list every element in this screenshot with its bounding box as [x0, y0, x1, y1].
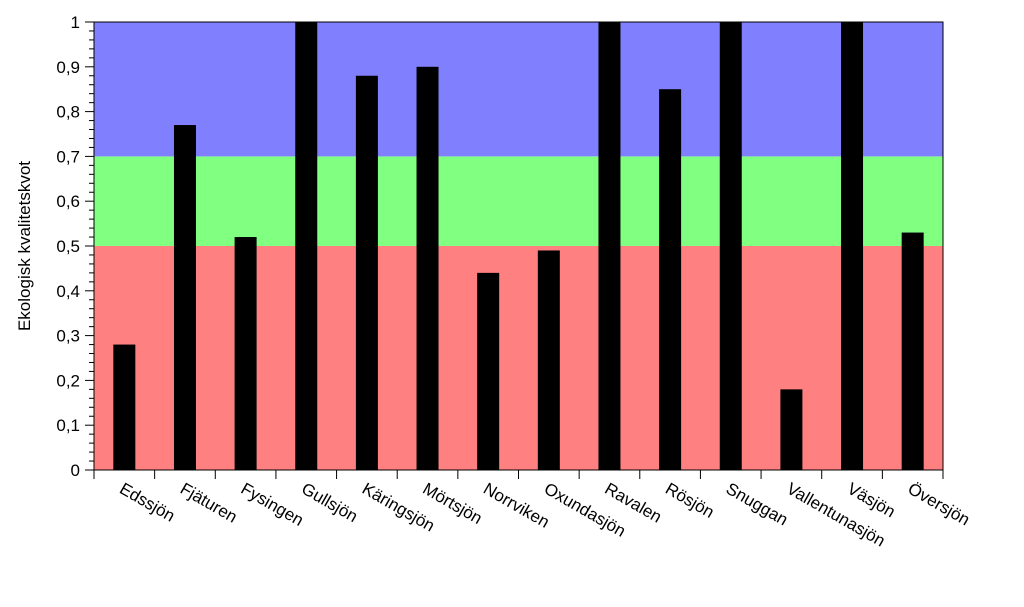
y-tick-label: 0,4 [56, 282, 80, 301]
y-tick-label: 0,3 [56, 327, 80, 346]
bar-4 [295, 22, 318, 470]
bar-9 [598, 22, 621, 470]
bar-1 [113, 344, 136, 470]
bar-11 [719, 22, 742, 470]
y-tick-label: 0,2 [56, 371, 80, 390]
x-tick-label: Fjäturen [177, 479, 241, 527]
x-tick-label: Edssjön [116, 479, 178, 526]
bars [113, 22, 924, 471]
y-tick-label: 0,9 [56, 58, 80, 77]
x-tick-label: Norrviken [480, 479, 553, 532]
y-tick-label: 1 [71, 13, 80, 32]
quality-band-2 [94, 22, 943, 157]
x-tick-label: Snuggan [723, 479, 791, 529]
x-tick-label: Gullsjön [298, 479, 361, 526]
bar-13 [841, 22, 864, 470]
y-axis-title: Ekologisk kvalitetskvot [15, 161, 34, 331]
x-axis: EdssjönFjäturenFysingenGullsjönKäringsjö… [93, 470, 973, 551]
y-tick-label: 0,6 [56, 192, 80, 211]
y-tick-label: 0,7 [56, 147, 80, 166]
bar-10 [659, 89, 682, 470]
quality-band-0 [94, 246, 943, 470]
y-tick-label: 0,1 [56, 416, 80, 435]
quality-band-1 [94, 156, 943, 246]
y-tick-label: 0,5 [56, 237, 80, 256]
bar-14 [901, 232, 924, 470]
x-tick-label: Fysingen [238, 479, 307, 530]
quality-bands [94, 22, 943, 470]
y-tick-label: 0 [71, 461, 80, 480]
bar-12 [780, 389, 803, 470]
bar-5 [355, 75, 378, 470]
y-axis: 0 0,1 0,2 0,3 0,4 0,5 0,6 0,7 0,8 0,9 1 [56, 13, 94, 480]
x-tick-label: Rösjön [662, 479, 717, 522]
x-tick-label: Översjön [905, 479, 973, 529]
bar-2 [173, 125, 196, 470]
bar-8 [537, 250, 560, 470]
y-tick-label: 0,8 [56, 103, 80, 122]
bar-6 [416, 66, 439, 471]
bar-3 [234, 237, 257, 470]
bar-7 [477, 272, 500, 470]
